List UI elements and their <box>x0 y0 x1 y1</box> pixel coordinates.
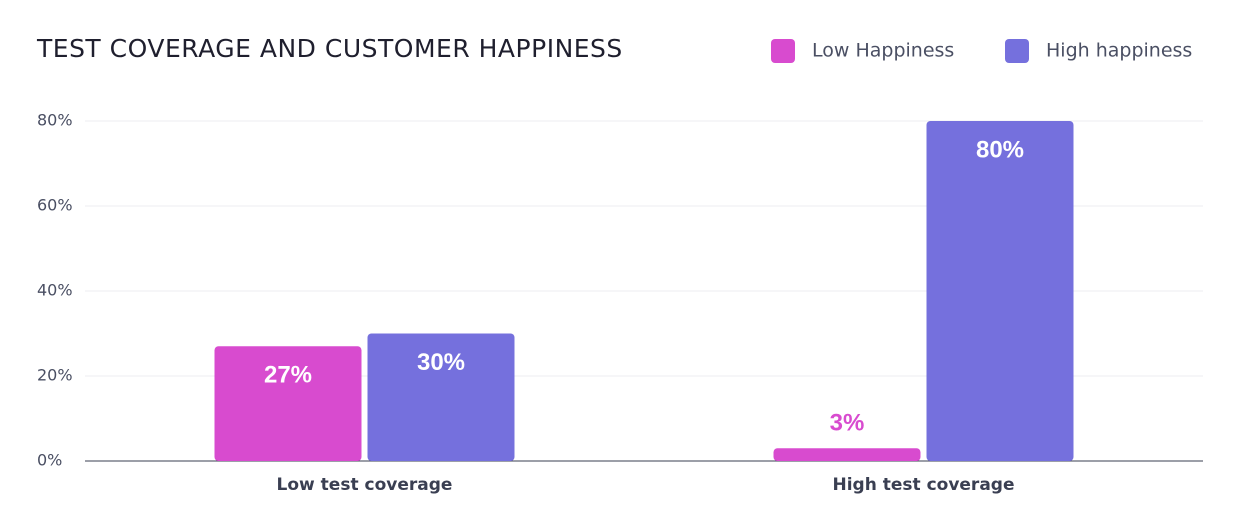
legend-label: High happiness <box>1046 40 1192 62</box>
y-tick-label: 0% <box>37 451 62 470</box>
y-tick-label: 20% <box>37 366 73 385</box>
chart-title: TEST COVERAGE AND CUSTOMER HAPPINESS <box>36 34 623 63</box>
bar <box>773 448 921 461</box>
bar <box>214 346 362 461</box>
legend-swatch <box>1005 39 1029 63</box>
data-label: 80% <box>976 136 1024 163</box>
x-tick-label: Low test coverage <box>277 475 453 495</box>
data-label: 27% <box>264 362 312 389</box>
y-tick-label: 40% <box>37 281 73 300</box>
legend-label: Low Happiness <box>812 40 954 62</box>
y-tick-label: 60% <box>37 196 73 215</box>
bar <box>367 333 515 461</box>
data-label: 3% <box>830 410 865 437</box>
legend-swatch <box>771 39 795 63</box>
bar <box>926 121 1074 461</box>
x-tick-label: High test coverage <box>833 475 1015 495</box>
data-label: 30% <box>417 349 465 376</box>
y-tick-label: 80% <box>37 111 73 130</box>
